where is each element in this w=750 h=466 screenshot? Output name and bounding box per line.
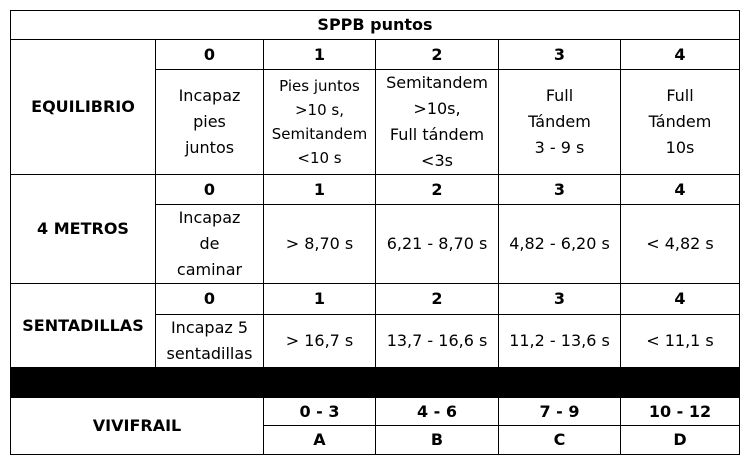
sentadillas-cell-4: < 11,1 s xyxy=(620,314,740,368)
metros-cell-1: > 8,70 s xyxy=(263,204,376,284)
row-label-equilibrio: EQUILIBRIO xyxy=(10,39,156,175)
score-header: 4 xyxy=(620,174,740,205)
score-header: 2 xyxy=(375,39,499,70)
sppb-table: SPPB puntos EQUILIBRIO 0 1 2 3 4 Incapaz… xyxy=(10,10,740,455)
sentadillas-cell-2: 13,7 - 16,6 s xyxy=(375,314,499,368)
score-header: 1 xyxy=(263,39,376,70)
score-header: 4 xyxy=(620,283,740,315)
score-header: 1 xyxy=(263,174,376,205)
metros-cell-3: 4,82 - 6,20 s xyxy=(498,204,621,284)
equilibrio-cell-0: Incapaz pies juntos xyxy=(155,69,264,175)
sentadillas-cell-0: Incapaz 5 sentadillas xyxy=(155,314,264,368)
score-header: 4 xyxy=(620,39,740,70)
equilibrio-cell-4: Full Tándem 10s xyxy=(620,69,740,175)
vivifrail-range: 0 - 3 xyxy=(263,397,376,426)
row-label-sentadillas: SENTADILLAS xyxy=(10,283,156,368)
vivifrail-grade: D xyxy=(620,425,740,455)
table-title: SPPB puntos xyxy=(10,10,740,40)
score-header: 2 xyxy=(375,174,499,205)
metros-cell-4: < 4,82 s xyxy=(620,204,740,284)
vivifrail-range: 7 - 9 xyxy=(498,397,621,426)
score-header: 0 xyxy=(155,174,264,205)
vivifrail-range: 10 - 12 xyxy=(620,397,740,426)
score-header: 0 xyxy=(155,283,264,315)
vivifrail-grade: C xyxy=(498,425,621,455)
equilibrio-cell-3: Full Tándem 3 - 9 s xyxy=(498,69,621,175)
metros-cell-0: Incapaz de caminar xyxy=(155,204,264,284)
sentadillas-cell-1: > 16,7 s xyxy=(263,314,376,368)
score-header: 1 xyxy=(263,283,376,315)
equilibrio-cell-1: Pies juntos >10 s, Semitandem <10 s xyxy=(263,69,376,175)
vivifrail-grade: A xyxy=(263,425,376,455)
sppb-table-wrapper: SPPB puntos EQUILIBRIO 0 1 2 3 4 Incapaz… xyxy=(10,10,740,455)
score-header: 2 xyxy=(375,283,499,315)
metros-cell-2: 6,21 - 8,70 s xyxy=(375,204,499,284)
score-header: 3 xyxy=(498,283,621,315)
score-header: 0 xyxy=(155,39,264,70)
black-separator-bar xyxy=(10,367,740,398)
sentadillas-cell-3: 11,2 - 13,6 s xyxy=(498,314,621,368)
row-label-vivifrail: VIVIFRAIL xyxy=(10,397,264,455)
row-label-4-metros: 4 METROS xyxy=(10,174,156,284)
equilibrio-cell-2: Semitandem >10s, Full tándem <3s xyxy=(375,69,499,175)
score-header: 3 xyxy=(498,39,621,70)
vivifrail-range: 4 - 6 xyxy=(375,397,499,426)
vivifrail-grade: B xyxy=(375,425,499,455)
score-header: 3 xyxy=(498,174,621,205)
